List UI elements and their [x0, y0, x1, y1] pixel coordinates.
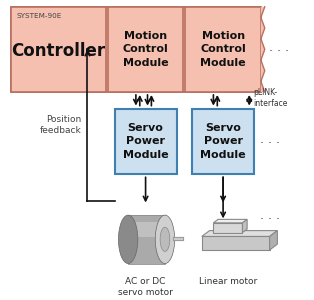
FancyBboxPatch shape	[11, 7, 261, 92]
Polygon shape	[202, 236, 270, 250]
Polygon shape	[214, 223, 242, 232]
FancyBboxPatch shape	[128, 222, 165, 237]
Text: Motion
Control
Module: Motion Control Module	[123, 31, 168, 68]
Ellipse shape	[155, 215, 175, 263]
FancyBboxPatch shape	[108, 7, 183, 92]
FancyBboxPatch shape	[185, 7, 261, 92]
Polygon shape	[242, 219, 247, 232]
FancyBboxPatch shape	[11, 7, 106, 92]
Polygon shape	[214, 219, 247, 223]
Text: SYSTEM-90E: SYSTEM-90E	[17, 13, 62, 19]
Text: Motion
Control
Module: Motion Control Module	[200, 31, 246, 68]
Text: Linear motor: Linear motor	[199, 277, 257, 286]
Text: Servo
Power
Module: Servo Power Module	[200, 123, 246, 160]
Polygon shape	[270, 231, 277, 250]
FancyBboxPatch shape	[115, 109, 176, 174]
Ellipse shape	[160, 227, 170, 251]
Polygon shape	[128, 215, 165, 263]
FancyBboxPatch shape	[192, 109, 254, 174]
Text: . . .: . . .	[269, 41, 289, 54]
FancyBboxPatch shape	[128, 215, 165, 263]
Polygon shape	[261, 7, 265, 92]
Text: Servo
Power
Module: Servo Power Module	[123, 123, 168, 160]
Ellipse shape	[118, 215, 138, 263]
Text: pLINK-
interface: pLINK- interface	[253, 88, 288, 108]
Text: . . .: . . .	[260, 208, 280, 222]
Polygon shape	[202, 231, 277, 236]
Text: AC or DC
servo motor: AC or DC servo motor	[118, 277, 173, 297]
Text: . . .: . . .	[260, 133, 280, 146]
Text: Position
feedback: Position feedback	[40, 115, 82, 135]
Text: Controller: Controller	[11, 42, 106, 60]
